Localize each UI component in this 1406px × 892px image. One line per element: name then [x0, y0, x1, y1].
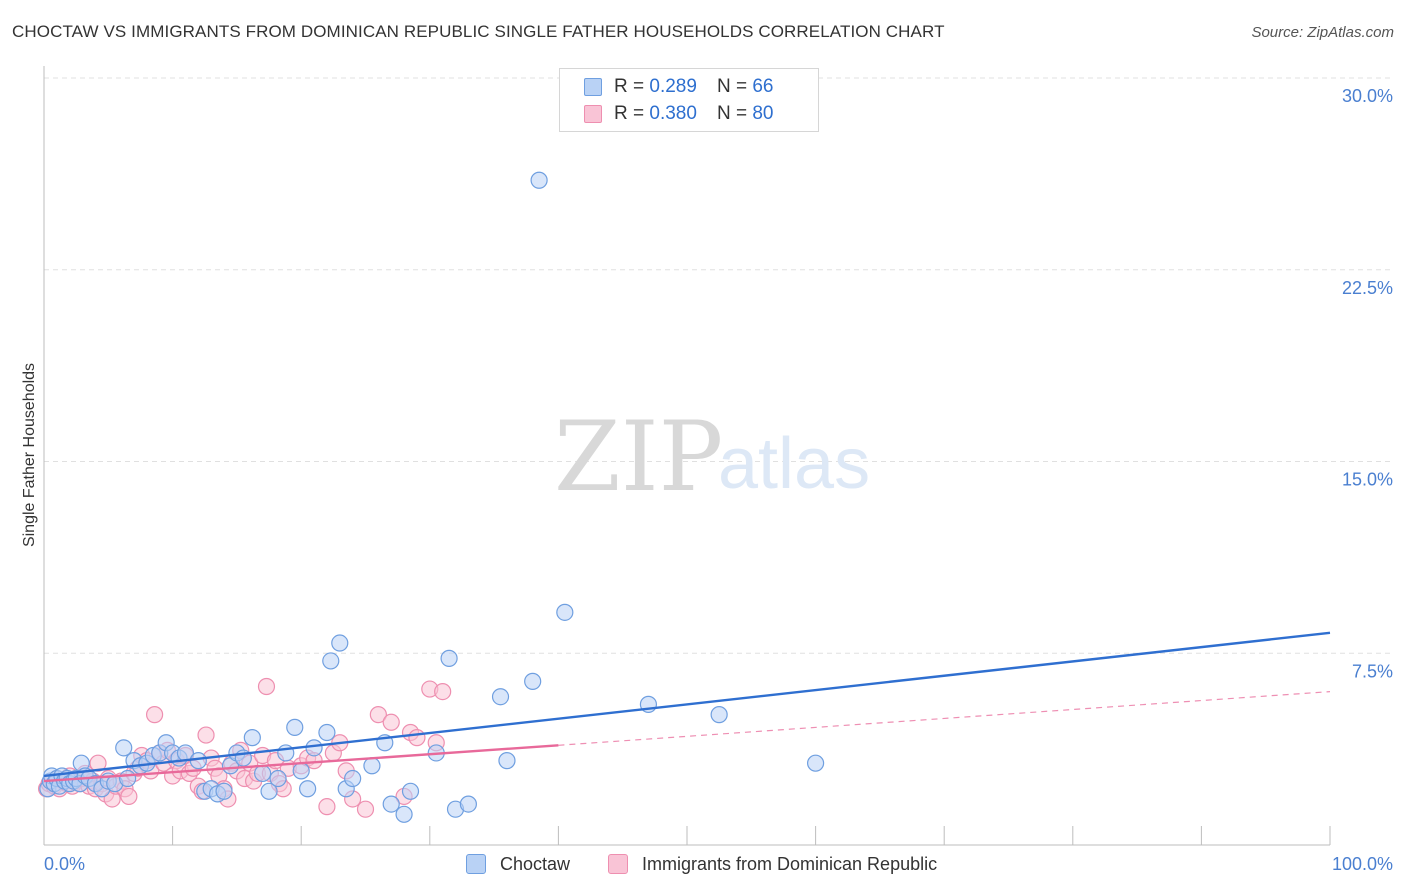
legend-r-value: 0.289: [649, 76, 697, 97]
choctaw-point: [524, 672, 542, 690]
legend-row-choctaw: R = 0.289 N = 66: [584, 75, 773, 99]
choctaw-point: [344, 769, 362, 788]
legend-r-value: 0.380: [649, 103, 697, 124]
grid-layer: [44, 77, 1393, 654]
choctaw-point: [260, 782, 278, 800]
dominican-point: [197, 726, 215, 744]
choctaw-point: [459, 795, 477, 813]
choctaw-point: [243, 729, 261, 747]
dominican-point: [120, 787, 138, 806]
series-swatch-dominican: [608, 854, 628, 874]
dominican-point: [257, 677, 276, 696]
choctaw-point: [498, 752, 516, 770]
choctaw-point: [806, 754, 825, 772]
choctaw-point: [382, 795, 400, 813]
choctaw-point: [254, 764, 272, 783]
x-tick-label: 0.0%: [44, 854, 85, 874]
y-tick-label: 15.0%: [1342, 470, 1393, 490]
dominican-point: [382, 713, 400, 731]
choctaw-point: [118, 769, 137, 788]
dominican-point: [369, 706, 387, 724]
y-tick-label: 7.5%: [1352, 661, 1393, 681]
legend-n-value: 80: [752, 103, 774, 124]
choctaw-point: [292, 762, 310, 780]
choctaw-point: [305, 739, 323, 757]
choctaw-point: [115, 739, 133, 757]
chart-title: CHOCTAW VS IMMIGRANTS FROM DOMINICAN REP…: [12, 22, 945, 41]
series-legend-dominican[interactable]: Immigrants from Dominican Republic: [608, 850, 937, 878]
series-label-choctaw: Choctaw: [500, 853, 571, 874]
legend-n-label: N =: [716, 76, 748, 97]
source-label: Source: ZipAtlas.com: [1251, 24, 1394, 41]
dominican-trend-line: [43, 744, 559, 783]
x-tick-label: 100.0%: [1332, 854, 1393, 874]
legend-r-label: R =: [614, 103, 645, 124]
series-swatch-choctaw: [466, 854, 486, 874]
dominican-point: [356, 800, 375, 818]
y-tick-label: 22.5%: [1342, 278, 1393, 298]
choctaw-point: [556, 603, 574, 621]
choctaw-point: [215, 782, 233, 800]
correlation-legend: R = 0.289 N = 66 R = 0.380 N = 80: [559, 68, 819, 132]
dominican-point: [434, 682, 452, 701]
dominican-point: [318, 798, 336, 816]
trend-layer: [43, 631, 1331, 783]
choctaw-point: [318, 723, 336, 742]
choctaw-point: [440, 649, 458, 667]
choctaw-point: [331, 634, 349, 652]
series-legend-choctaw[interactable]: Choctaw: [466, 850, 570, 878]
choctaw-point: [322, 652, 340, 670]
legend-r-label: R =: [614, 76, 645, 97]
watermark-zip: ZIP: [554, 401, 723, 513]
choctaw-point: [395, 805, 413, 823]
dominican-point: [89, 754, 107, 772]
legend-swatch-dominican: [584, 105, 602, 123]
tick-label-layer: 7.5% 15.0% 22.5% 30.0% 0.0% 100.0%: [44, 86, 1393, 874]
series-label-dominican: Immigrants from Dominican Republic: [642, 853, 938, 874]
choctaw-point: [286, 718, 304, 736]
legend-n-label: N =: [716, 103, 748, 124]
dominican-trend-extension: [558, 691, 1331, 746]
choctaw-point: [363, 757, 381, 775]
dominican-point: [408, 729, 426, 747]
legend-swatch-choctaw: [584, 78, 602, 96]
legend-row-dominican: R = 0.380 N = 80: [584, 102, 773, 126]
y-tick-label: 30.0%: [1342, 86, 1393, 106]
choctaw-point: [269, 769, 287, 788]
watermark-atlas: atlas: [718, 424, 870, 504]
axis-layer: [43, 66, 1331, 846]
choctaw-point: [491, 688, 510, 706]
choctaw-point: [401, 782, 420, 800]
legend-n-value: 66: [752, 76, 774, 97]
choctaw-point: [710, 706, 728, 724]
dominican-point: [145, 706, 164, 724]
choctaw-trend-line: [43, 631, 1331, 778]
choctaw-point: [299, 780, 317, 798]
choctaw-point: [530, 171, 548, 189]
choctaw-point: [189, 752, 207, 770]
